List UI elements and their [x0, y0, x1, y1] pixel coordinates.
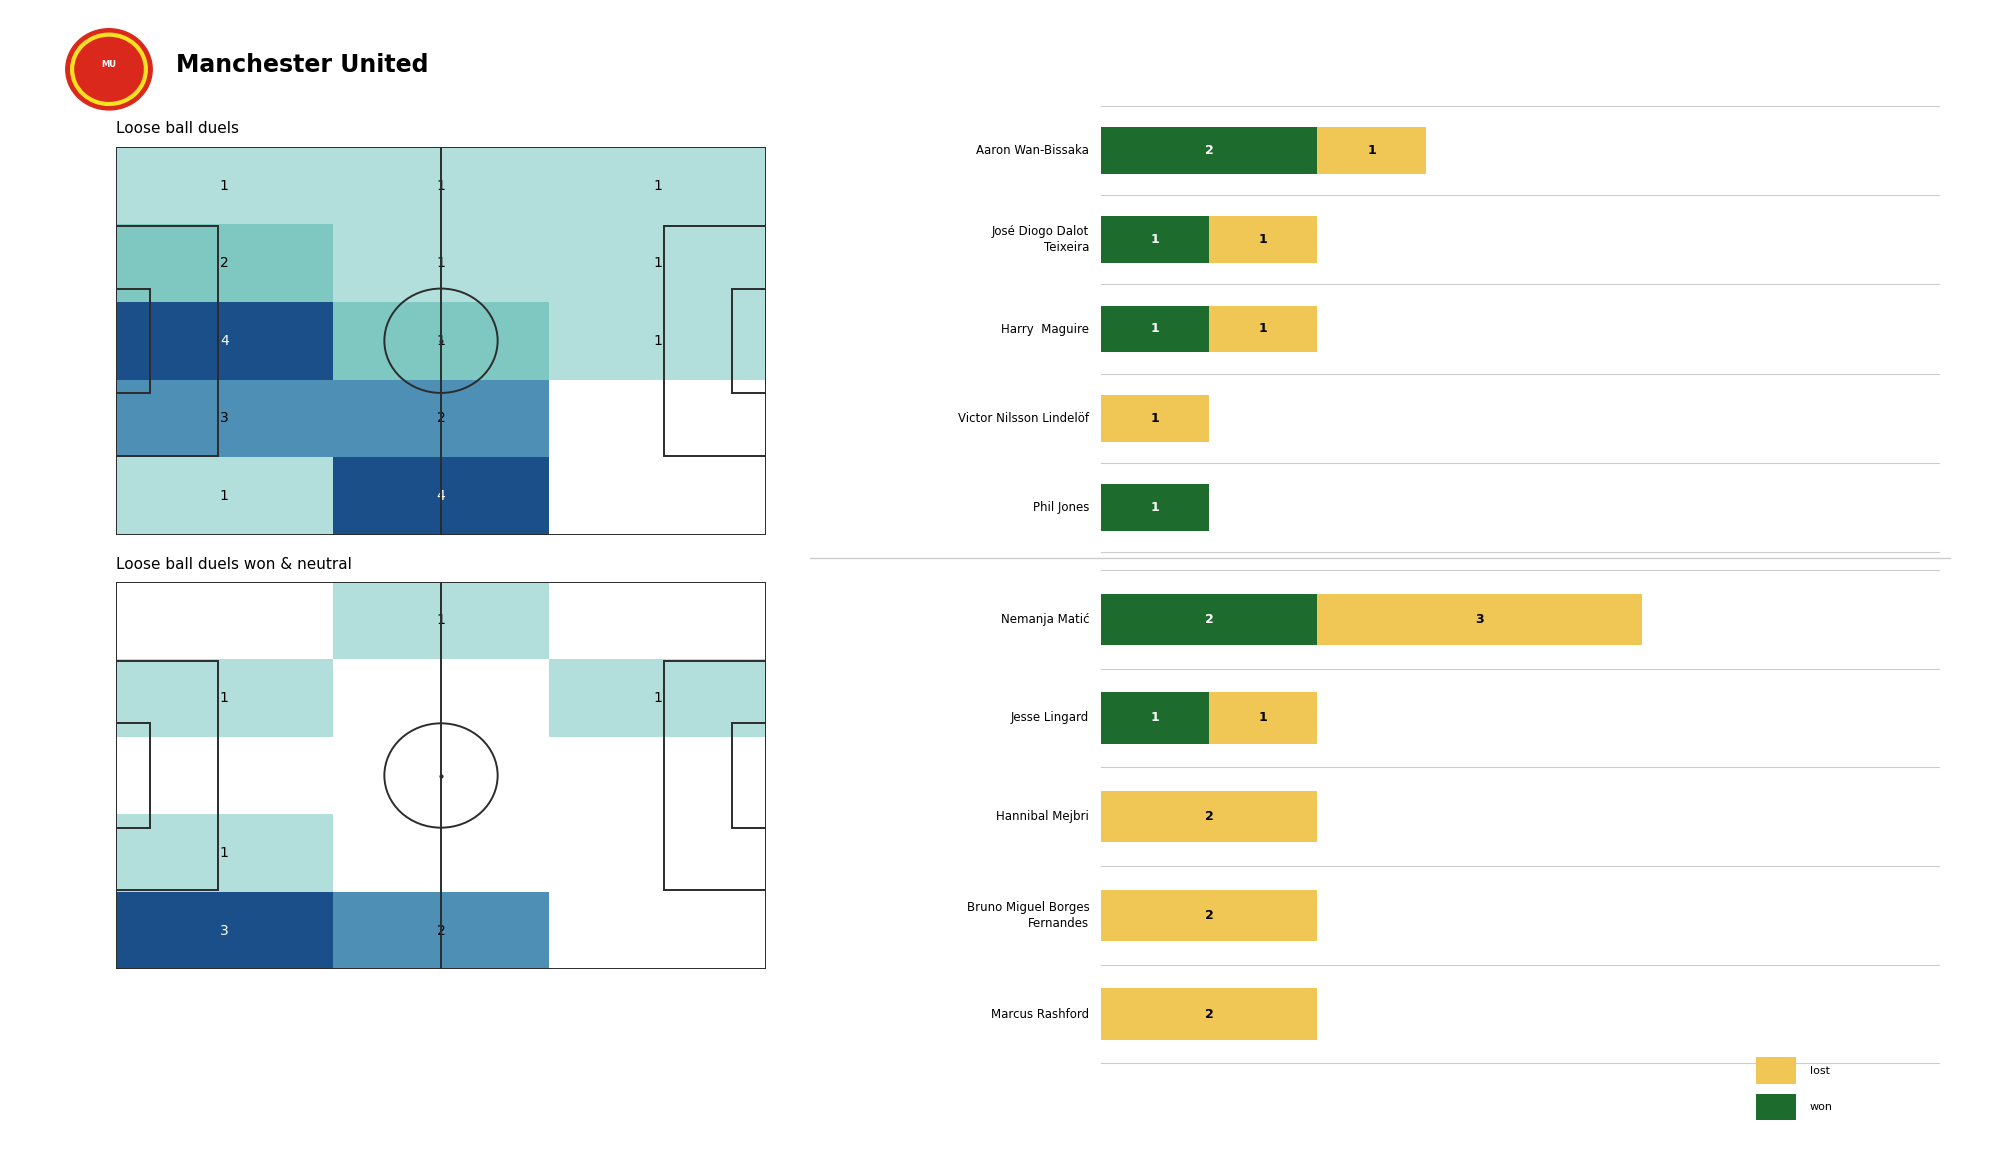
Text: Jesse Lingard: Jesse Lingard	[1012, 711, 1090, 725]
Text: Hannibal Mejbri: Hannibal Mejbri	[996, 810, 1090, 824]
Bar	[116, 380, 332, 457]
Text: 1: 1	[436, 256, 446, 270]
Bar	[1100, 216, 1208, 263]
Bar	[664, 660, 766, 891]
Bar	[550, 147, 766, 224]
Bar	[116, 457, 332, 535]
Text: 3: 3	[220, 411, 228, 425]
Text: 1: 1	[1150, 322, 1160, 336]
Circle shape	[66, 28, 152, 110]
Text: 1: 1	[220, 179, 228, 193]
Bar	[1318, 127, 1426, 174]
Bar	[550, 659, 766, 737]
Text: 2: 2	[1204, 143, 1214, 157]
Text: MU: MU	[102, 60, 116, 69]
Text: 1: 1	[1150, 411, 1160, 425]
Bar	[664, 226, 766, 456]
Bar	[116, 659, 332, 737]
Text: 2: 2	[220, 256, 228, 270]
Bar	[116, 226, 218, 456]
Bar	[550, 302, 766, 380]
Text: Loose ball duels: Loose ball duels	[116, 121, 240, 136]
Bar	[550, 224, 766, 302]
Bar	[332, 582, 550, 659]
Text: Victor Nilsson Lindelöf: Victor Nilsson Lindelöf	[958, 411, 1090, 425]
Text: 2: 2	[1204, 908, 1214, 922]
Text: Aaron Wan-Bissaka: Aaron Wan-Bissaka	[976, 143, 1090, 157]
Bar	[1756, 1058, 1796, 1083]
Bar	[332, 147, 550, 224]
Bar	[116, 289, 150, 392]
Text: 2: 2	[1204, 810, 1214, 824]
Text: 1: 1	[436, 334, 446, 348]
Bar	[1100, 306, 1208, 352]
Bar	[1208, 692, 1318, 744]
Text: 1: 1	[436, 613, 446, 627]
Text: 2: 2	[1204, 1007, 1214, 1021]
Bar	[1100, 484, 1208, 531]
Text: 2: 2	[436, 924, 446, 938]
Bar	[116, 814, 332, 892]
Text: 4: 4	[220, 334, 228, 348]
Text: won: won	[1810, 1102, 1832, 1113]
Bar	[1100, 791, 1318, 842]
Text: Phil Jones: Phil Jones	[1032, 501, 1090, 515]
Bar	[116, 302, 332, 380]
Text: 1: 1	[654, 691, 662, 705]
Bar	[1100, 593, 1318, 645]
Bar	[1208, 306, 1318, 352]
Text: 1: 1	[220, 691, 228, 705]
Text: 3: 3	[1476, 612, 1484, 626]
Bar	[116, 224, 332, 302]
Text: 2: 2	[1204, 612, 1214, 626]
Text: Marcus Rashford: Marcus Rashford	[992, 1007, 1090, 1021]
Bar	[1100, 692, 1208, 744]
Bar	[1100, 395, 1208, 442]
Text: 1: 1	[1150, 711, 1160, 725]
Text: 1: 1	[654, 256, 662, 270]
Bar	[732, 289, 766, 392]
Bar	[332, 457, 550, 535]
Text: lost: lost	[1810, 1066, 1830, 1076]
Text: 1: 1	[654, 334, 662, 348]
Text: Harry  Maguire: Harry Maguire	[1002, 322, 1090, 336]
Bar	[1756, 1094, 1796, 1121]
Bar	[332, 380, 550, 457]
Bar	[1318, 593, 1642, 645]
Bar	[332, 224, 550, 302]
Bar	[116, 147, 332, 224]
Bar	[116, 724, 150, 827]
Text: 1: 1	[1258, 233, 1268, 247]
Bar	[1100, 889, 1318, 941]
Text: 1: 1	[220, 489, 228, 503]
Text: 1: 1	[1258, 322, 1268, 336]
Bar	[1208, 216, 1318, 263]
Text: José Diogo Dalot
Teixeira: José Diogo Dalot Teixeira	[992, 226, 1090, 254]
Bar	[1100, 127, 1318, 174]
Text: 1: 1	[1150, 501, 1160, 515]
Bar	[732, 724, 766, 827]
Text: 1: 1	[436, 179, 446, 193]
Bar	[1100, 988, 1318, 1040]
Text: 2: 2	[436, 411, 446, 425]
Bar	[332, 892, 550, 969]
Text: Nemanja Matić: Nemanja Matić	[1000, 612, 1090, 626]
Text: 1: 1	[1258, 711, 1268, 725]
Text: 1: 1	[654, 179, 662, 193]
Text: Manchester United: Manchester United	[176, 53, 428, 76]
Text: 4: 4	[436, 489, 446, 503]
Text: 1: 1	[1150, 233, 1160, 247]
Bar	[116, 660, 218, 891]
Text: Bruno Miguel Borges
Fernandes: Bruno Miguel Borges Fernandes	[966, 901, 1090, 929]
Text: Loose ball duels won & neutral: Loose ball duels won & neutral	[116, 557, 352, 572]
Bar	[332, 302, 550, 380]
Text: 3: 3	[220, 924, 228, 938]
Text: 1: 1	[220, 846, 228, 860]
Bar	[116, 892, 332, 969]
Text: 1: 1	[1368, 143, 1376, 157]
